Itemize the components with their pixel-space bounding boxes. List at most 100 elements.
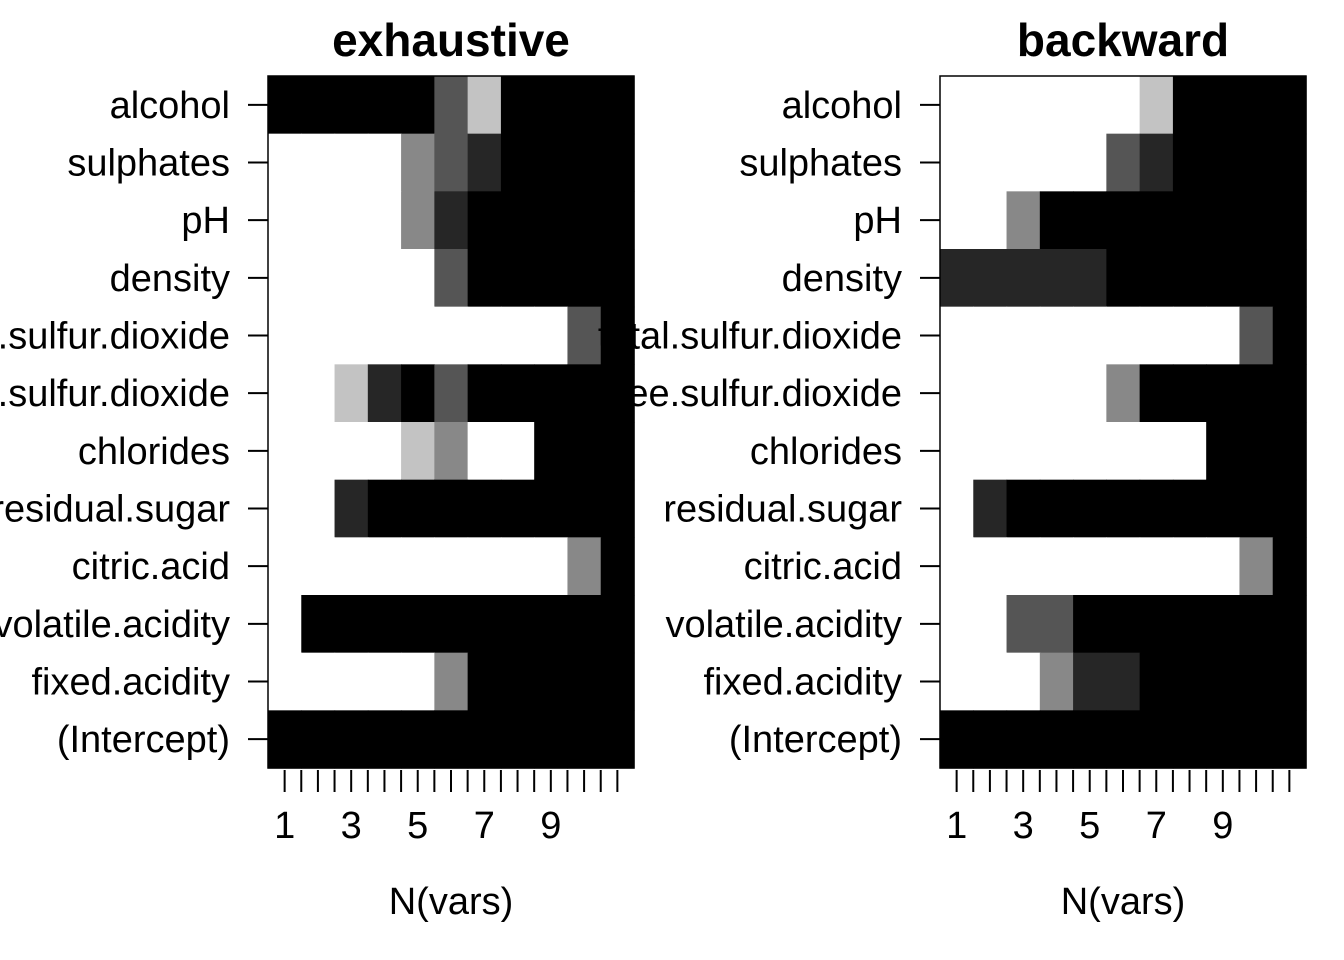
heatmap-cell xyxy=(1139,249,1174,308)
heatmap-cell xyxy=(334,76,369,135)
heatmap-cell xyxy=(1073,652,1107,711)
heatmap-cell xyxy=(940,479,974,538)
heatmap-cell xyxy=(1106,306,1141,365)
heatmap-cell xyxy=(268,76,302,135)
heatmap-cell xyxy=(268,537,302,596)
heatmap-cell xyxy=(401,191,435,250)
heatmap-cell xyxy=(301,191,336,250)
x-tick-label: 7 xyxy=(474,805,495,847)
x-tick-label: 3 xyxy=(1013,805,1034,847)
heatmap-cell xyxy=(534,537,569,596)
heatmap-cell xyxy=(1272,537,1307,596)
heatmap-cell xyxy=(1006,364,1041,423)
heatmap-cell xyxy=(534,595,569,654)
heatmap-cell xyxy=(973,364,1008,423)
heatmap-cell xyxy=(567,537,602,596)
heatmap-cell xyxy=(1006,249,1041,308)
heatmap-cell xyxy=(1039,595,1074,654)
heatmap-cell xyxy=(1206,306,1241,365)
y-tick-label: fixed.acidity xyxy=(703,662,902,704)
heatmap-cell xyxy=(500,479,535,538)
heatmap-cell xyxy=(434,422,469,481)
heatmap-cell xyxy=(1006,306,1041,365)
heatmap-cell xyxy=(1172,249,1207,308)
heatmap-cell xyxy=(268,710,302,769)
heatmap-cell xyxy=(1206,191,1241,250)
heatmap-cell xyxy=(401,364,435,423)
heatmap-cell xyxy=(434,249,469,308)
heatmap-cell xyxy=(401,133,435,192)
heatmap-cell xyxy=(1039,710,1074,769)
heatmap-cell xyxy=(500,191,535,250)
heatmap-cell xyxy=(940,191,974,250)
heatmap-cell xyxy=(567,306,602,365)
heatmap-cell xyxy=(367,249,402,308)
heatmap-cell xyxy=(1139,710,1174,769)
heatmap-cell xyxy=(1106,537,1141,596)
heatmap-cell xyxy=(1239,479,1274,538)
heatmap-cell xyxy=(1106,76,1141,135)
heatmap-cell xyxy=(1239,306,1274,365)
y-tick-label: chlorides xyxy=(78,431,230,473)
heatmap-cell xyxy=(1172,76,1207,135)
heatmap-cell xyxy=(1206,422,1241,481)
heatmap-cell xyxy=(534,306,569,365)
heatmap-cell xyxy=(600,364,635,423)
heatmap-cell xyxy=(1272,191,1307,250)
heatmap-cell xyxy=(467,364,502,423)
y-tick-label: chlorides xyxy=(750,431,902,473)
heatmap-cell xyxy=(1239,76,1274,135)
y-tick-label: sulphates xyxy=(67,143,230,185)
heatmap-cell xyxy=(1239,364,1274,423)
heatmap-cell xyxy=(500,306,535,365)
heatmap-cell xyxy=(567,191,602,250)
heatmap-cell xyxy=(334,479,369,538)
heatmap-cell xyxy=(1106,249,1141,308)
heatmap-cell xyxy=(334,652,369,711)
heatmap-cell xyxy=(434,479,469,538)
heatmap-cell xyxy=(600,306,635,365)
heatmap-cell xyxy=(1139,133,1174,192)
heatmap-cell xyxy=(1039,306,1074,365)
heatmap-cell xyxy=(973,710,1008,769)
y-tick-label: pH xyxy=(853,200,902,242)
heatmap-cell xyxy=(1006,479,1041,538)
heatmap-cell xyxy=(1272,249,1307,308)
y-tick-label: free.sulfur.dioxide xyxy=(0,373,230,415)
heatmap-cell xyxy=(1106,479,1141,538)
heatmap-cell xyxy=(1106,364,1141,423)
heatmap-cell xyxy=(500,422,535,481)
heatmap-cell xyxy=(301,364,336,423)
heatmap-cell xyxy=(500,76,535,135)
heatmap-cell xyxy=(1172,133,1207,192)
heatmap-cell xyxy=(467,537,502,596)
heatmap-cell xyxy=(600,133,635,192)
heatmap-cell xyxy=(1239,422,1274,481)
heatmap-cell xyxy=(534,479,569,538)
heatmap-cell xyxy=(500,595,535,654)
heatmap-cell xyxy=(973,479,1008,538)
heatmap-cell xyxy=(973,595,1008,654)
y-tick-label: volatile.acidity xyxy=(0,604,230,646)
heatmap-cell xyxy=(1106,710,1141,769)
heatmap-cell xyxy=(567,710,602,769)
heatmap-cell xyxy=(1239,652,1274,711)
heatmap-cell xyxy=(334,133,369,192)
heatmap-cell xyxy=(301,306,336,365)
heatmap-cells xyxy=(940,76,1307,769)
heatmap-cell xyxy=(367,595,402,654)
heatmap-cell xyxy=(1039,479,1074,538)
heatmap-cells xyxy=(268,76,635,769)
plot-frame xyxy=(267,75,635,769)
heatmap-cell xyxy=(600,422,635,481)
heatmap-cell xyxy=(367,76,402,135)
heatmap-cell xyxy=(1106,652,1141,711)
heatmap-cell xyxy=(1139,76,1174,135)
heatmap-cell xyxy=(1139,306,1174,365)
heatmap-cell xyxy=(600,537,635,596)
heatmap-cell xyxy=(1239,249,1274,308)
y-tick-label: pH xyxy=(181,200,230,242)
heatmap-cell xyxy=(334,306,369,365)
heatmap-cell xyxy=(1073,249,1107,308)
heatmap-cell xyxy=(534,422,569,481)
